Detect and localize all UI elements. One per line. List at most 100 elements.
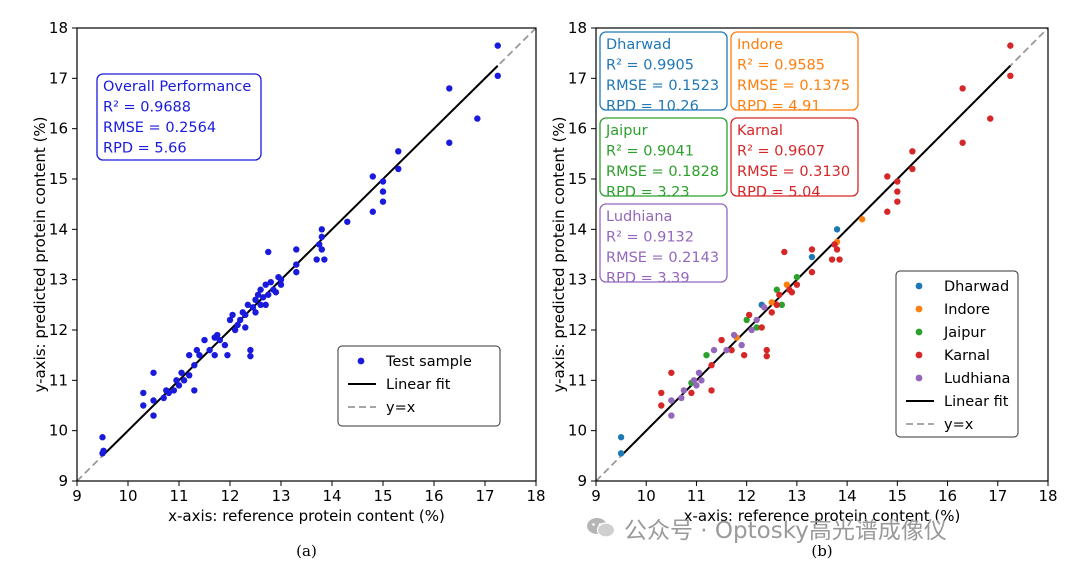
data-point xyxy=(395,148,402,155)
stats-box: Indore R² = 0.9585 RMSE = 0.1375 RPD = 4.91 xyxy=(730,31,859,115)
legend-label: Linear fit xyxy=(944,394,1009,410)
data-point xyxy=(221,341,229,349)
data-point xyxy=(379,178,387,185)
data-point xyxy=(836,256,843,263)
watermark-text: 公众号 · Optosky高光谱成像仪 xyxy=(624,518,947,544)
data-point xyxy=(708,362,715,369)
data-point xyxy=(224,351,231,359)
data-point xyxy=(743,316,750,324)
stats-box-line: RMSE = 0.2564 xyxy=(103,120,216,136)
data-point xyxy=(191,387,198,394)
x-tick-label: 14 xyxy=(838,487,857,505)
data-point xyxy=(494,72,501,80)
legend-label: Ludhiana xyxy=(944,371,1010,387)
data-point xyxy=(693,382,700,389)
y-tick-label: 13 xyxy=(49,271,68,289)
stats-box-line: R² = 0.9607 xyxy=(737,144,825,160)
data-point xyxy=(788,289,796,296)
data-point xyxy=(494,42,501,49)
stats-box-line: RPD = 5.04 xyxy=(737,185,821,201)
data-point xyxy=(680,387,688,394)
data-point xyxy=(160,394,167,402)
data-point xyxy=(745,311,753,319)
data-point xyxy=(206,346,213,354)
series-indore xyxy=(733,216,866,341)
legend-marker xyxy=(357,357,365,365)
x-tick-label: 9 xyxy=(591,487,601,505)
data-point xyxy=(763,352,770,360)
stats-box-line: RMSE = 0.1375 xyxy=(737,78,850,94)
data-point xyxy=(773,286,780,293)
data-point xyxy=(140,389,147,397)
data-point xyxy=(708,387,715,394)
stats-box: Dharwad R² = 0.9905 RMSE = 0.1523 RPD = 10.… xyxy=(599,31,728,115)
data-point xyxy=(688,389,695,397)
data-point xyxy=(379,198,387,205)
legend-label: Linear fit xyxy=(386,377,451,393)
data-point xyxy=(180,377,188,384)
stats-box-title: Indore xyxy=(737,37,783,53)
legend: Test sample Linear fit y=x xyxy=(337,345,501,427)
data-point xyxy=(216,336,223,344)
data-point xyxy=(165,389,172,397)
data-point xyxy=(678,394,685,402)
data-point xyxy=(858,216,866,223)
y-tick-label: 9 xyxy=(58,472,68,490)
data-point xyxy=(254,291,262,298)
y-tick-label: 12 xyxy=(49,321,68,339)
stats-box-frame xyxy=(599,117,728,197)
x-axis-label: x-axis: reference protein content (%) xyxy=(684,507,961,525)
data-point xyxy=(234,321,241,329)
data-point xyxy=(242,324,249,331)
data-point xyxy=(395,165,402,173)
data-point xyxy=(196,351,203,359)
chart-panel-1: 99 10 10 11 11 12 12 13 13 14 14 15 15 16 16 17 17 18 18 x-… xyxy=(550,19,1058,560)
x-tick-label: 13 xyxy=(271,487,290,505)
data-point xyxy=(703,351,710,359)
legend-frame xyxy=(337,345,501,427)
data-point xyxy=(191,362,198,369)
data-point xyxy=(247,346,254,354)
data-point xyxy=(761,304,768,311)
data-point xyxy=(987,115,994,122)
legend-marker xyxy=(915,282,923,290)
data-point xyxy=(257,286,264,293)
legend-label: Karnal xyxy=(944,348,990,364)
y-tick-label: 16 xyxy=(49,120,68,138)
data-point xyxy=(723,346,730,354)
data-point xyxy=(201,336,208,344)
data-point xyxy=(226,316,234,324)
data-point xyxy=(740,351,748,359)
data-point xyxy=(249,304,257,311)
data-point xyxy=(186,351,193,359)
watermark: 公众号 · Optosky高光谱成像仪 xyxy=(586,508,947,548)
x-tick-label: 16 xyxy=(938,487,957,505)
stats-box-line: R² = 0.9585 xyxy=(737,58,825,74)
data-point xyxy=(369,208,376,215)
legend-marker xyxy=(915,351,923,359)
series-ludhiana xyxy=(668,304,768,419)
data-point xyxy=(175,382,183,389)
stats-box-frame xyxy=(96,73,262,161)
data-point xyxy=(211,351,218,359)
data-point xyxy=(728,346,735,354)
data-point xyxy=(150,369,157,376)
legend-marker xyxy=(915,374,923,382)
data-point xyxy=(768,299,775,306)
data-point xyxy=(909,148,916,155)
plot-frame xyxy=(76,27,537,482)
data-point xyxy=(321,256,328,263)
stats-box-title: Overall Performance xyxy=(103,79,251,95)
data-point xyxy=(758,324,765,331)
x-tick-label: 13 xyxy=(787,487,806,505)
data-point xyxy=(193,346,201,354)
stats-box: Overall Performance R² = 0.9688 RMSE = 0.2… xyxy=(96,73,262,161)
data-point xyxy=(753,324,760,331)
data-point xyxy=(267,278,274,286)
stats-box-title: Jaipur xyxy=(605,123,648,139)
data-point xyxy=(658,389,665,397)
data-point xyxy=(252,296,259,303)
plot-frame xyxy=(595,27,1049,482)
y-tick-label: 16 xyxy=(568,120,587,138)
data-point xyxy=(698,377,705,384)
